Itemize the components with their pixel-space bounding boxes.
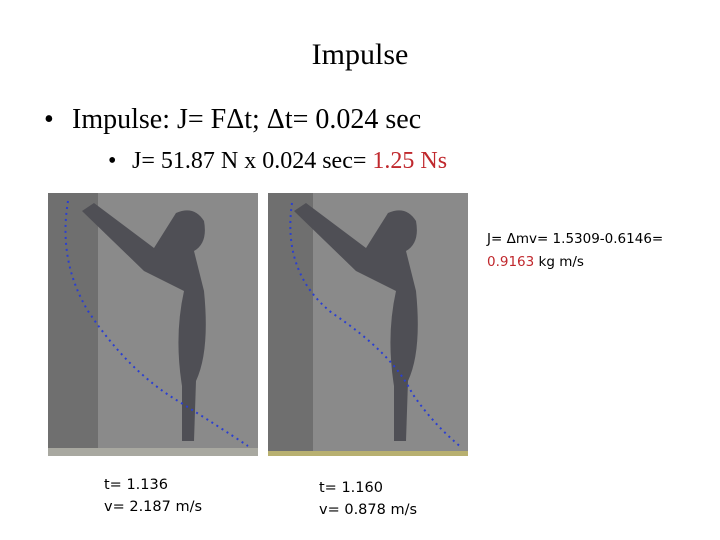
annotation: J= Δmv= 1.5309-0.6146= 0.9163 kg m/s — [487, 228, 687, 274]
caption-line: v= 2.187 m/s — [104, 499, 203, 515]
highlight: 1.25 Ns — [372, 148, 448, 174]
caption: t= 1.160 v= 0.878 m/s — [319, 477, 417, 521]
caption-line: t= 1.160 — [319, 480, 383, 496]
highlight: 0.9163 — [487, 254, 535, 270]
text-run: kg m/s — [534, 254, 584, 270]
text-run: J= 51.87 N x 0.024 sec= — [132, 148, 373, 174]
slide-title: Impulse — [311, 38, 409, 71]
caption-line: v= 0.878 m/s — [319, 502, 418, 518]
sub-bullet: • — [108, 148, 117, 174]
text-run: J= Δmv= 1.5309-0.6146= — [487, 231, 664, 247]
photo — [268, 193, 468, 456]
caption: t= 1.136 v= 2.187 m/s — [104, 474, 202, 518]
bullet-text: Impulse: J= FΔt; Δt= 0.024 sec — [72, 104, 422, 135]
sub-bullet-text: J= 51.87 N x 0.024 sec= 1.25 Ns — [132, 148, 447, 175]
caption-line: t= 1.136 — [104, 477, 168, 493]
photo — [48, 193, 258, 456]
bullet: • — [44, 104, 54, 135]
